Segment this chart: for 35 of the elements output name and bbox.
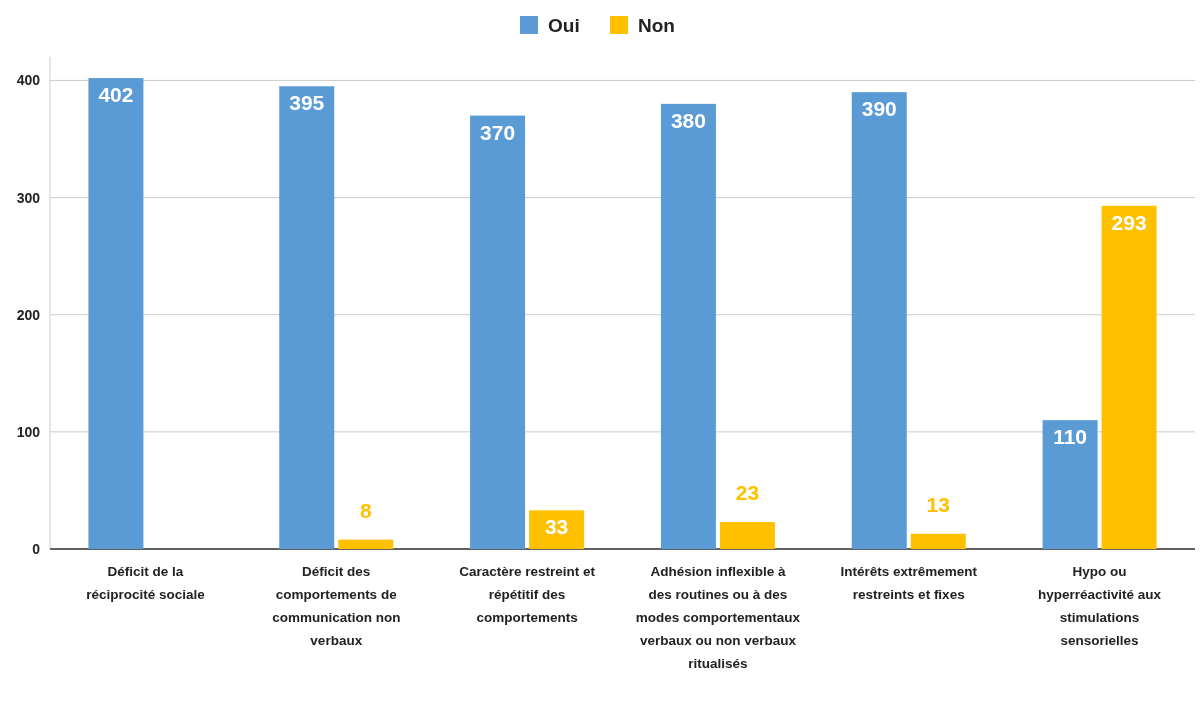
bar — [851, 92, 907, 549]
bar — [279, 86, 335, 549]
data-label: 390 — [861, 97, 897, 121]
x-tick-label: Hypo ou hyperréactivité aux stimulations sensorielles — [1038, 564, 1162, 648]
bar — [529, 510, 585, 549]
data-label: 380 — [670, 108, 706, 132]
data-label: 395 — [289, 91, 325, 115]
bar — [1101, 205, 1157, 549]
bar — [660, 103, 716, 549]
data-label: 8 — [359, 498, 372, 522]
data-label: 33 — [544, 515, 569, 539]
bar — [338, 539, 394, 549]
x-tick-label: Caractère restreint et répétitif des comportements — [459, 564, 596, 625]
x-tick-label: Intérêts extrêmement restreints et fixes — [840, 564, 978, 602]
bar — [910, 533, 966, 549]
bar — [470, 115, 526, 549]
legend-label: Non — [638, 15, 675, 36]
data-label: 23 — [735, 481, 760, 505]
x-tick-label: Déficit de la réciprocité sociale — [86, 564, 206, 602]
bar — [1042, 420, 1098, 549]
data-label: 110 — [1053, 425, 1088, 449]
data-label: 13 — [926, 492, 950, 516]
x-tick-label: Adhésion inflexible à des routines ou à des modes comportementaux verbaux ou non verbaux ritualisés — [635, 564, 801, 671]
y-tick-label: 0 — [32, 541, 41, 557]
y-tick-label: 100 — [16, 423, 41, 440]
legend-label: Oui — [548, 15, 580, 36]
data-label: 293 — [1111, 210, 1147, 234]
data-label: 370 — [480, 120, 516, 144]
y-tick-label: 200 — [16, 306, 41, 323]
bar — [719, 522, 775, 549]
bar — [88, 78, 144, 549]
x-tick-label: Déficit des comportements de communication non verbaux — [272, 564, 401, 648]
y-tick-label: 400 — [16, 72, 41, 89]
data-label: 402 — [98, 83, 134, 107]
y-tick-label: 300 — [16, 189, 41, 206]
